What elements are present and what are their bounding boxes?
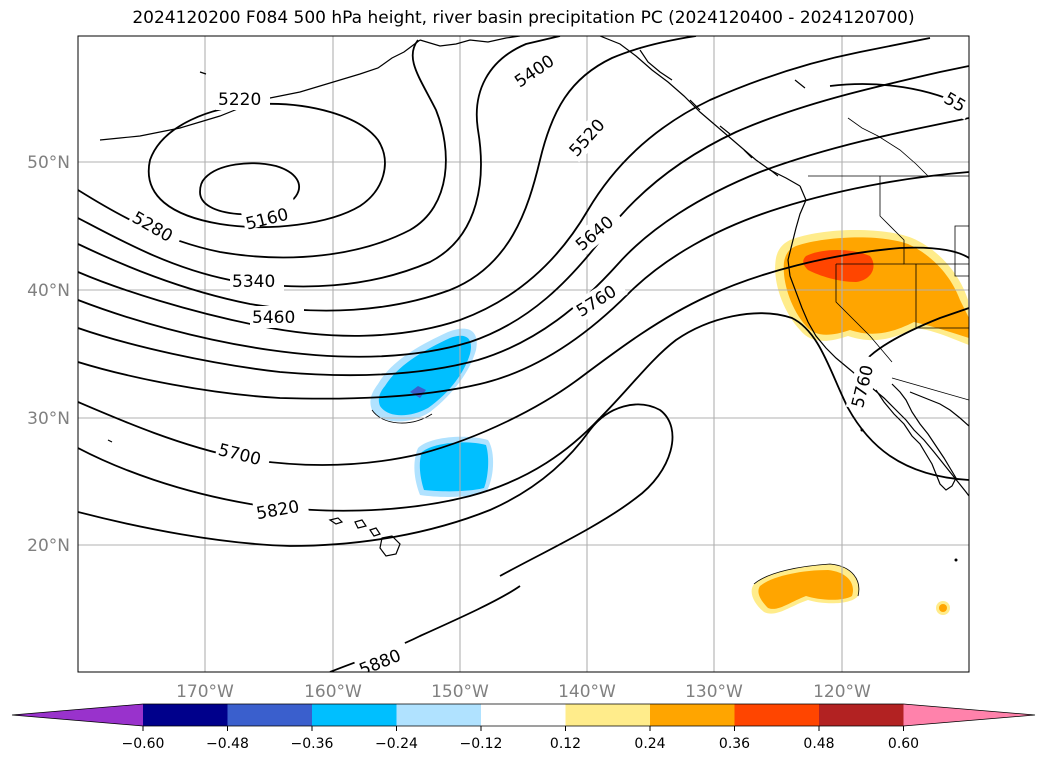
colorbar-tick-label: 0.60: [888, 736, 919, 752]
lon-label: 130°W: [685, 682, 743, 702]
colorbar-segment: [819, 704, 904, 726]
longitude-labels: 170°W 160°W 150°W 140°W 130°W 120°W: [176, 682, 871, 702]
colorbar-segment: [734, 704, 820, 726]
colorbar-tick-label: −0.12: [460, 736, 503, 752]
colorbar-segment: [565, 704, 651, 726]
colorbar-tick-label: −0.60: [122, 736, 165, 752]
precip-positive-dot: [936, 601, 950, 615]
colorbar-segment: [396, 704, 482, 726]
lon-label: 140°W: [558, 682, 616, 702]
lon-label: 160°W: [304, 682, 362, 702]
lat-label: 20°N: [27, 536, 70, 556]
map-frame: [77, 35, 970, 673]
colorbar-segment: [227, 704, 313, 726]
lon-label: 120°W: [813, 682, 871, 702]
lat-label: 50°N: [27, 153, 70, 173]
precip-negative-region-2: [414, 436, 494, 497]
colorbar-tick-label: 0.24: [634, 736, 665, 752]
lat-label: 40°N: [27, 281, 70, 301]
latitude-labels: 50°N 40°N 30°N 20°N: [27, 153, 70, 556]
lon-label: 170°W: [176, 682, 234, 702]
map-title: 2024120200 F084 500 hPa height, river ba…: [132, 8, 915, 28]
political-borders: [808, 117, 969, 401]
colorbar-extend-low: [12, 704, 143, 726]
colorbar-extend-high: [903, 704, 1035, 726]
colorbar-tick-label: 0.12: [550, 736, 581, 752]
contour-label: 5340: [232, 272, 275, 292]
colorbar: −0.60 −0.48 −0.36 −0.24 −0.12 0.12 0.24 0.36 0.4…: [11, 703, 1036, 752]
coastlines: [99, 36, 969, 562]
gridlines: [78, 36, 969, 672]
lat-label: 30°N: [27, 409, 70, 429]
contour-label: 5220: [218, 90, 261, 110]
contour-label: 5460: [252, 308, 295, 328]
colorbar-segment: [143, 704, 228, 726]
colorbar-segment: [312, 704, 397, 726]
colorbar-tick-label: 0.36: [719, 736, 750, 752]
precip-positive-region-1: [775, 229, 969, 345]
colorbar-tick-label: −0.24: [375, 736, 418, 752]
precip-positive-region-2: [751, 563, 860, 614]
lon-label: 150°W: [431, 682, 489, 702]
colorbar-segment: [481, 704, 566, 726]
colorbar-segment: [650, 704, 735, 726]
colorbar-tick-label: 0.48: [803, 736, 834, 752]
colorbar-tick-label: −0.36: [291, 736, 334, 752]
colorbar-tick-label: −0.48: [206, 736, 249, 752]
